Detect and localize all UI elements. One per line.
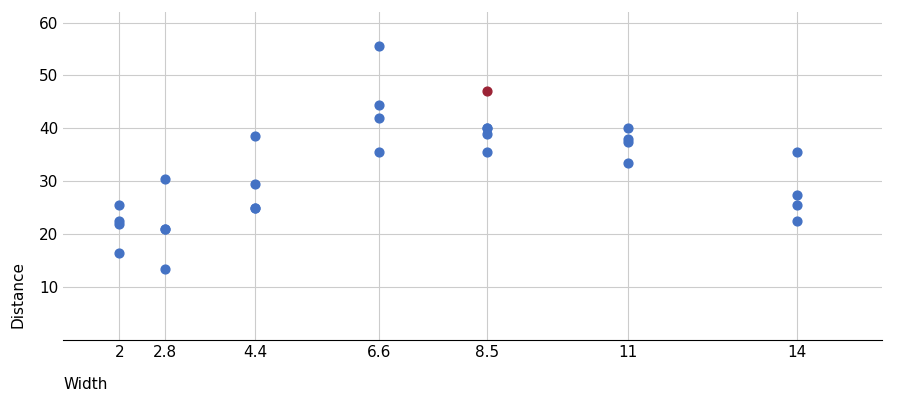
Point (112, 220, 127, 227)
Point (372, 101, 386, 108)
Point (480, 125, 494, 132)
Point (790, 218, 805, 224)
Point (158, 265, 172, 272)
Point (158, 226, 172, 232)
Point (621, 136, 635, 142)
Point (248, 204, 262, 211)
Text: Distance: Distance (11, 261, 25, 328)
Point (621, 160, 635, 166)
Point (112, 250, 127, 256)
Text: Width: Width (63, 377, 107, 392)
Point (790, 149, 805, 155)
Point (158, 226, 172, 232)
Point (248, 133, 262, 140)
Point (372, 115, 386, 121)
Point (248, 204, 262, 211)
Point (158, 176, 172, 182)
Point (112, 218, 127, 224)
Point (790, 191, 805, 198)
Point (621, 125, 635, 132)
Point (248, 181, 262, 187)
Point (621, 138, 635, 145)
Point (480, 149, 494, 155)
Point (790, 202, 805, 208)
Point (480, 130, 494, 137)
Point (372, 149, 386, 155)
Point (372, 43, 386, 50)
Point (480, 88, 494, 94)
Point (112, 202, 127, 208)
Point (480, 125, 494, 132)
